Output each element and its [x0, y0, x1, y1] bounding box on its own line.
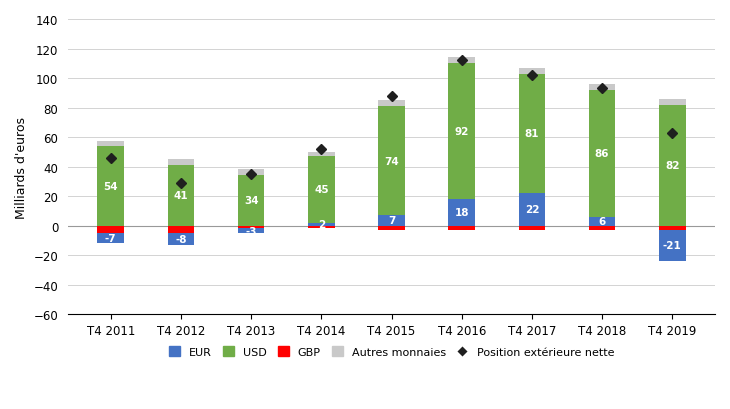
Bar: [238, 176, 264, 226]
Bar: [518, 226, 545, 230]
Bar: [97, 146, 124, 226]
Text: 82: 82: [665, 161, 680, 171]
Text: 6: 6: [599, 217, 606, 227]
Bar: [168, 226, 194, 233]
Bar: [518, 74, 545, 193]
Bar: [659, 105, 685, 226]
Bar: [378, 107, 405, 216]
Bar: [97, 226, 124, 233]
Text: 54: 54: [104, 181, 118, 191]
Bar: [448, 64, 475, 200]
Text: 92: 92: [455, 127, 469, 137]
Bar: [168, 166, 194, 226]
Bar: [378, 226, 405, 230]
Text: 41: 41: [174, 191, 188, 201]
Bar: [448, 200, 475, 226]
Bar: [659, 99, 685, 105]
Text: -8: -8: [175, 234, 187, 244]
Legend: EUR, USD, GBP, Autres monnaies, Position extérieure nette: EUR, USD, GBP, Autres monnaies, Position…: [164, 342, 619, 362]
Bar: [588, 90, 615, 217]
Text: 7: 7: [388, 216, 395, 226]
Text: 86: 86: [595, 149, 610, 159]
Text: 22: 22: [525, 205, 539, 215]
Bar: [659, 226, 685, 230]
Text: -21: -21: [663, 241, 682, 251]
Bar: [308, 153, 334, 157]
Bar: [588, 85, 615, 90]
Text: 74: 74: [384, 156, 399, 166]
Bar: [588, 217, 615, 226]
Text: 2: 2: [318, 220, 325, 229]
Y-axis label: Milliards d'euros: Milliards d'euros: [15, 116, 28, 218]
Bar: [238, 226, 264, 229]
Text: -7: -7: [105, 234, 117, 243]
Bar: [448, 226, 475, 230]
Bar: [308, 157, 334, 223]
Bar: [97, 142, 124, 146]
Bar: [308, 223, 334, 226]
Bar: [238, 229, 264, 233]
Bar: [168, 233, 194, 245]
Bar: [308, 226, 334, 229]
Bar: [238, 170, 264, 176]
Text: 34: 34: [244, 196, 258, 206]
Bar: [448, 58, 475, 64]
Bar: [518, 193, 545, 226]
Bar: [518, 69, 545, 74]
Bar: [659, 230, 685, 261]
Text: 81: 81: [525, 129, 539, 139]
Text: 45: 45: [314, 185, 328, 195]
Text: 18: 18: [455, 208, 469, 218]
Bar: [97, 233, 124, 244]
Bar: [378, 101, 405, 107]
Bar: [378, 216, 405, 226]
Bar: [168, 160, 194, 166]
Text: -3: -3: [245, 226, 257, 236]
Bar: [588, 226, 615, 230]
